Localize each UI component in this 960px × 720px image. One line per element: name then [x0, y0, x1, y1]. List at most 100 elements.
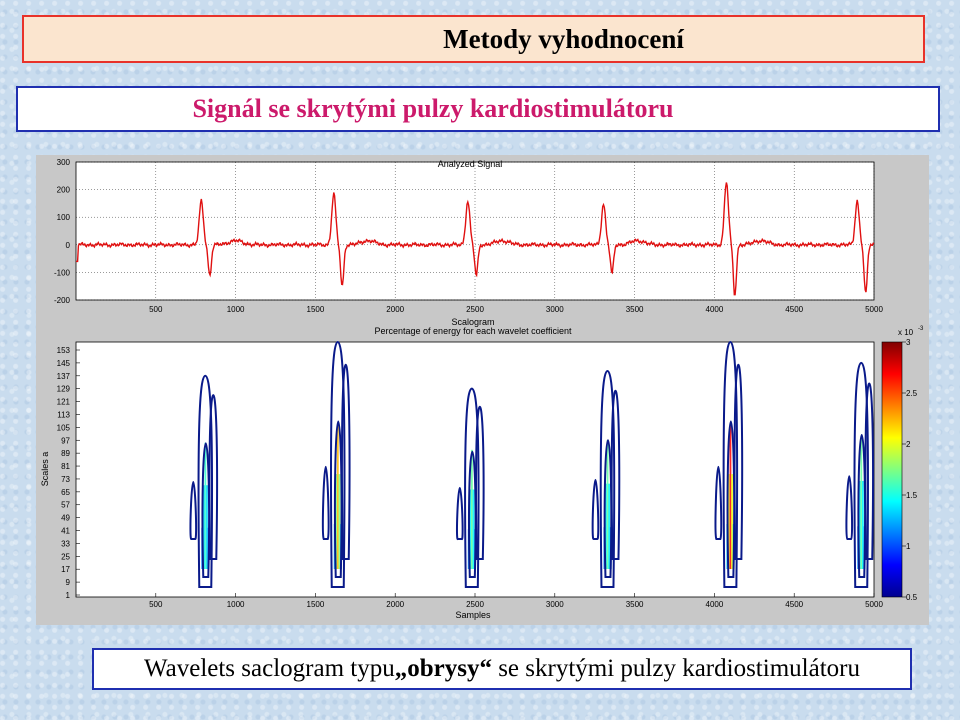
signal-x-tick-label: 2500	[466, 305, 484, 314]
contour-outline	[714, 465, 723, 540]
contour-fill	[862, 480, 864, 569]
contour-outline	[853, 361, 869, 588]
contour-fill	[606, 440, 609, 569]
caption-bold: „obrysy“	[394, 655, 492, 682]
colorbar-tick-label: 1	[906, 542, 911, 551]
slide-title: Metody vyhodnocení	[443, 23, 684, 54]
colorbar	[881, 341, 903, 598]
contour-fill	[338, 474, 341, 569]
contour-outline	[722, 340, 739, 588]
matlab-figure: Analyzed Signal 300 200 100 0 -100 -200 500 10…	[36, 155, 929, 625]
contour-outline	[189, 481, 198, 541]
signal-x-ticks: 500 1000 1500 2000 2500 3000 3500 4000 4500 5000	[149, 305, 883, 314]
scalogram-contour	[845, 361, 875, 588]
scalogram-y-tick-label: 73	[61, 475, 70, 484]
contour-fill	[608, 483, 611, 569]
scalogram-ylabel: Scales a	[40, 452, 50, 487]
signal-y-tick-label: 300	[57, 158, 71, 167]
colorbar-tick-label: 2	[906, 440, 911, 449]
scalogram-subtitle: Percentage of energy for each wavelet co…	[375, 326, 572, 336]
caption-text-2: se skrytými pulzy kardiostimulátoru	[491, 655, 860, 682]
contour-fill	[860, 435, 863, 569]
signal-x-tick-label: 4000	[706, 305, 724, 314]
scalogram-x-tick-label: 1500	[307, 600, 325, 609]
contour-outline	[340, 363, 351, 560]
scalogram-x-tick-label: 2500	[466, 600, 484, 609]
contour-fill	[202, 485, 205, 569]
scalogram-y-tick-label: 1	[66, 591, 71, 600]
contour-outline	[464, 387, 480, 588]
scalogram-x-tick-label: 3500	[626, 600, 644, 609]
scalogram-contour	[189, 374, 219, 588]
contour-outline	[864, 382, 875, 560]
scalogram-x-tick-label: 4500	[785, 600, 803, 609]
scalogram-y-tick-label: 65	[61, 488, 70, 497]
slide-subtitle: Signál se skrytými pulzy kardiostimuláto…	[192, 94, 674, 123]
scalogram-x-tick-label: 500	[149, 600, 163, 609]
scalogram-y-tick-label: 105	[57, 423, 71, 432]
signal-x-tick-label: 500	[149, 305, 163, 314]
colorbar-ticks: 3 2.5 2 1.5 1 0.5	[902, 338, 918, 602]
signal-x-tick-label: 1000	[227, 305, 245, 314]
contour-fill	[469, 489, 472, 569]
scalogram-y-tick-label: 9	[66, 578, 71, 587]
contour-outline	[455, 486, 464, 541]
scalogram-y-tick-label: 17	[61, 565, 70, 574]
scalogram-x-tick-label: 3000	[546, 600, 564, 609]
signal-x-tick-label: 3000	[546, 305, 564, 314]
caption-text-1: Wavelets saclogram typu	[144, 655, 395, 682]
contour-outline	[610, 389, 621, 560]
slide-subtitle-box: Signál se skrytými pulzy kardiostimuláto…	[16, 86, 940, 132]
contour-fill	[727, 474, 730, 569]
signal-line	[76, 182, 875, 296]
scalogram-x-tick-label: 1000	[227, 600, 245, 609]
scalogram-contour	[714, 340, 744, 588]
scalogram-y-tick-label: 137	[57, 372, 71, 381]
contour-outline	[321, 465, 330, 540]
slide-title-box: Metody vyhodnocení	[22, 15, 925, 63]
contour-fill	[731, 474, 733, 569]
scalogram-y-tick-label: 121	[57, 398, 71, 407]
colorbar-exponent: -3	[918, 326, 924, 332]
colorbar-tick-label: 0.5	[906, 593, 918, 602]
contour-fill	[335, 474, 338, 569]
scalogram-y-tick-label: 153	[57, 346, 71, 355]
signal-y-tick-label: 0	[66, 241, 71, 250]
scalogram-y-tick-label: 97	[61, 436, 70, 445]
signal-x-tick-label: 5000	[865, 305, 883, 314]
contour-outline	[208, 394, 219, 560]
contour-outline	[591, 478, 600, 541]
scalogram-contour	[591, 369, 621, 588]
scalogram-contour	[321, 340, 351, 588]
scalogram-y-tick-label: 81	[61, 462, 70, 471]
signal-y-tick-label: -200	[54, 296, 71, 305]
colorbar-tick-label: 2.5	[906, 389, 918, 398]
contour-fill	[471, 449, 473, 569]
signal-grid	[76, 161, 875, 301]
colorbar-multiplier: x 10	[898, 328, 914, 337]
scalogram-y-tick-label: 89	[61, 449, 70, 458]
signal-y-tick-label: 100	[57, 213, 71, 222]
contour-outline	[599, 369, 616, 588]
signal-x-tick-label: 2000	[386, 305, 404, 314]
scalogram-xlabel: Samples	[455, 610, 491, 620]
caption-box: Wavelets saclogram typu „obrysy“ se skry…	[92, 648, 912, 690]
signal-y-tick-label: -100	[54, 268, 71, 277]
scalogram-y-ticks: 153 145 137 129 121 113 105 97 89 81 73 65 57 49 41 33 2…	[57, 346, 80, 600]
scalogram-title: Scalogram	[451, 317, 494, 327]
scalogram-y-tick-label: 25	[61, 552, 70, 561]
contour-fill	[858, 480, 861, 569]
colorbar-tick-label: 3	[906, 338, 911, 347]
signal-x-tick-label: 4500	[785, 305, 803, 314]
contour-fill	[472, 489, 475, 569]
scalogram-y-tick-label: 113	[57, 410, 70, 419]
signal-title: Analyzed Signal	[438, 159, 503, 169]
signal-x-tick-label: 3500	[626, 305, 644, 314]
scalogram-x-ticks: 500 1000 1500 2000 2500 3000 3500 4000 4500 5000	[149, 593, 883, 609]
scalogram-y-tick-label: 57	[61, 501, 70, 510]
contour-outline	[845, 475, 854, 540]
contour-fill	[336, 424, 339, 569]
scalogram-y-tick-label: 33	[61, 539, 70, 548]
scalogram-x-tick-label: 2000	[386, 600, 404, 609]
